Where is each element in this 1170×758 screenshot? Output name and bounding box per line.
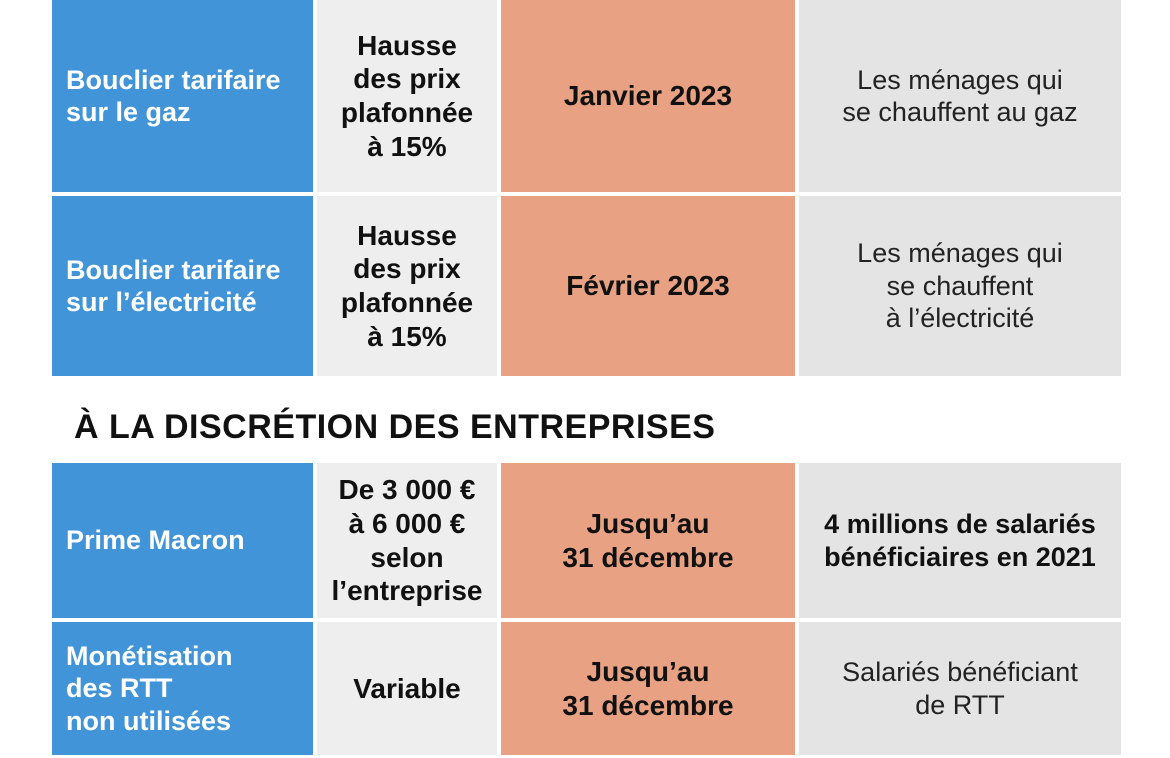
beneficiaries-label: Les ménages qui se chauffent au gaz bbox=[842, 64, 1078, 127]
measure-label: Monétisation des RTT non utilisées bbox=[66, 640, 233, 736]
beneficiaries-cell: 4 millions de salariés bénéficiaires en … bbox=[799, 463, 1121, 618]
measure-label: Prime Macron bbox=[66, 525, 245, 556]
date-cell: Jusqu’au 31 décembre bbox=[501, 463, 795, 618]
beneficiaries-cell: Les ménages qui se chauffent à l’électri… bbox=[799, 196, 1121, 376]
amount-cell: De 3 000 € à 6 000 € selon l’entreprise bbox=[317, 463, 497, 618]
measure-cell: Prime Macron bbox=[52, 463, 313, 618]
date-label: Jusqu’au 31 décembre bbox=[562, 507, 734, 573]
amount-cell: Hausse des prix plafonnée à 15% bbox=[317, 196, 497, 376]
amount-cell: Hausse des prix plafonnée à 15% bbox=[317, 0, 497, 192]
measure-cell: Monétisation des RTT non utilisées bbox=[52, 622, 313, 755]
beneficiaries-cell: Les ménages qui se chauffent au gaz bbox=[799, 0, 1121, 192]
amount-label: Hausse des prix plafonnée à 15% bbox=[340, 29, 474, 162]
date-label: Janvier 2023 bbox=[563, 80, 733, 112]
amount-label: De 3 000 € à 6 000 € selon l’entreprise bbox=[331, 474, 483, 607]
date-cell: Jusqu’au 31 décembre bbox=[501, 622, 795, 755]
amount-label: Variable bbox=[353, 672, 461, 704]
beneficiaries-cell: Salariés bénéficiant de RTT bbox=[799, 622, 1121, 755]
date-cell: Janvier 2023 bbox=[501, 0, 795, 192]
section-heading: À LA DISCRÉTION DES ENTREPRISES bbox=[74, 408, 716, 446]
amount-label: Hausse des prix plafonnée à 15% bbox=[340, 219, 474, 352]
measure-label: Bouclier tarifaire sur l’électricité bbox=[66, 254, 281, 317]
date-label: Jusqu’au 31 décembre bbox=[562, 655, 734, 721]
amount-cell: Variable bbox=[317, 622, 497, 755]
beneficiaries-label: 4 millions de salariés bénéficiaires en … bbox=[824, 509, 1096, 572]
measure-cell: Bouclier tarifaire sur l’électricité bbox=[52, 196, 313, 376]
measure-label: Bouclier tarifaire sur le gaz bbox=[66, 64, 281, 127]
measure-cell: Bouclier tarifaire sur le gaz bbox=[52, 0, 313, 192]
date-cell: Février 2023 bbox=[501, 196, 795, 376]
beneficiaries-label: Les ménages qui se chauffent à l’électri… bbox=[857, 238, 1063, 334]
beneficiaries-label: Salariés bénéficiant de RTT bbox=[842, 657, 1078, 720]
date-label: Février 2023 bbox=[566, 270, 730, 302]
